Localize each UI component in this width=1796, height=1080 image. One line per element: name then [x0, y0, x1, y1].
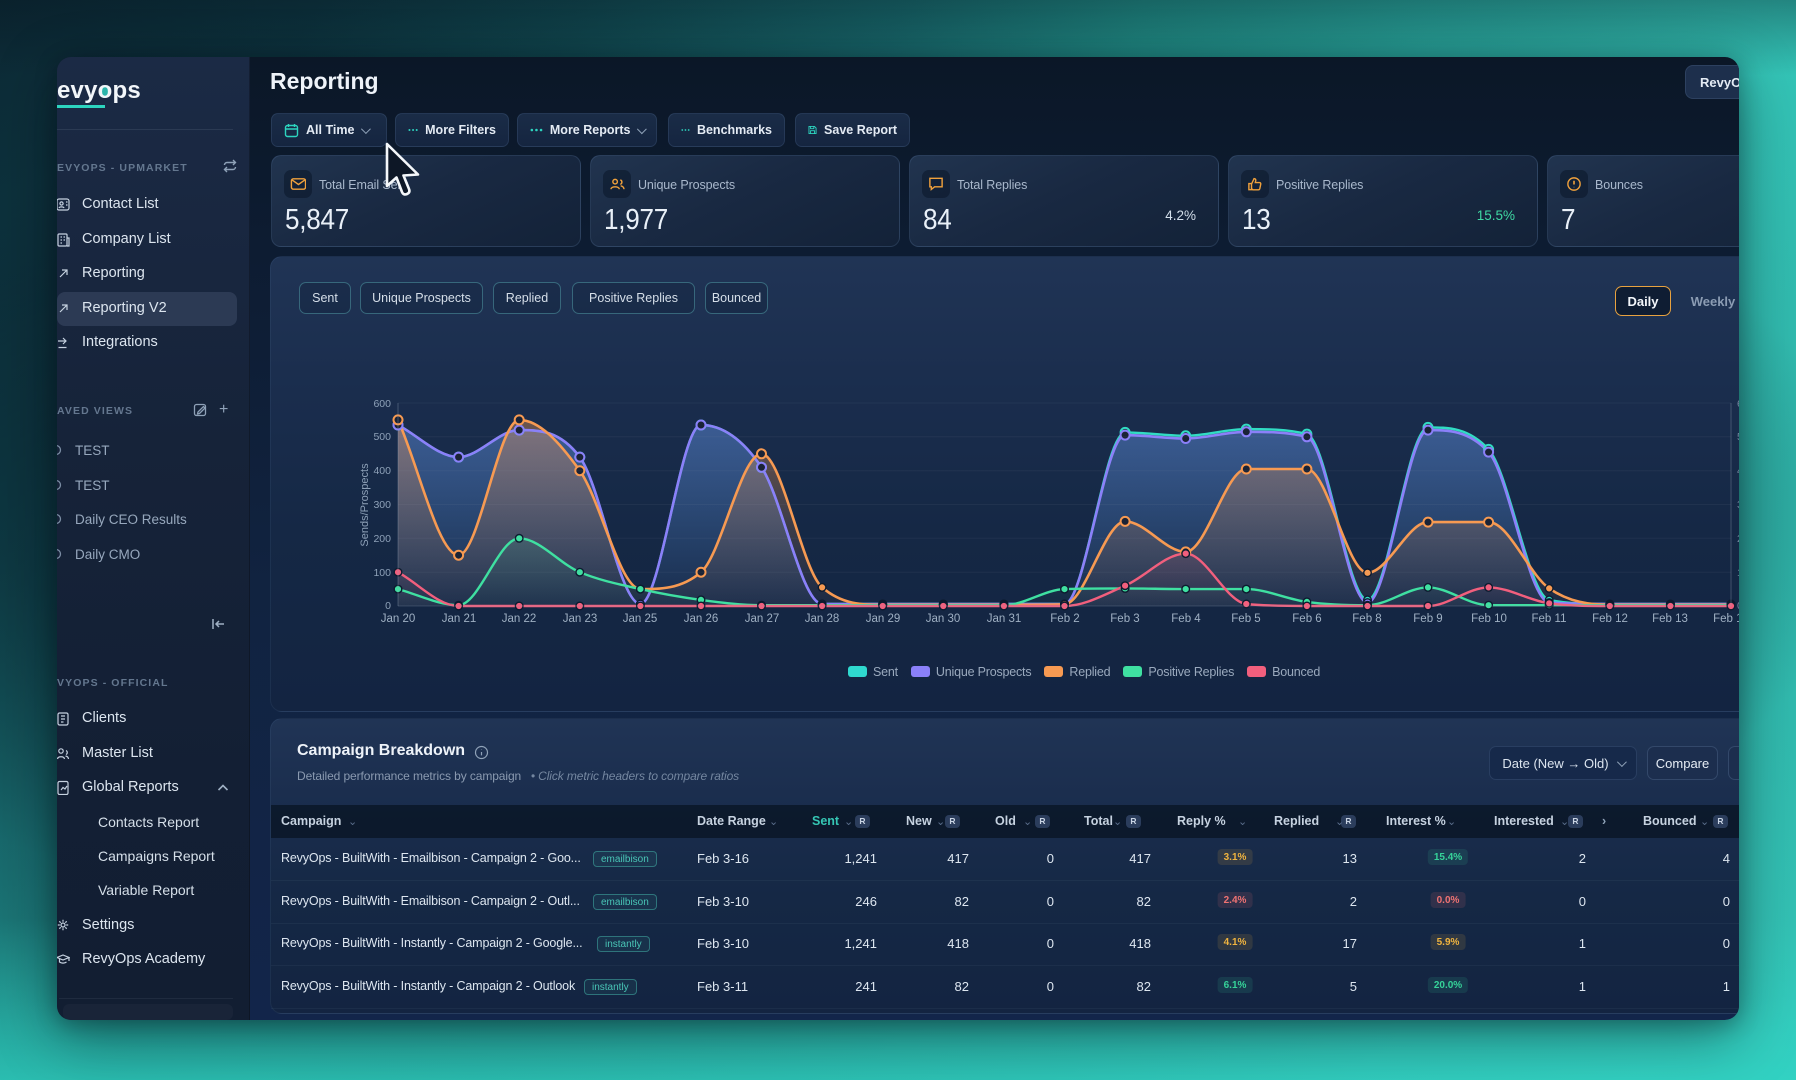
- svg-text:Feb 13: Feb 13: [1652, 613, 1688, 625]
- svg-text:Feb 3: Feb 3: [1110, 613, 1139, 625]
- svg-text:200: 200: [373, 533, 391, 545]
- svg-text:Sends/Prospects: Sends/Prospects: [359, 463, 371, 547]
- svg-text:Feb 11: Feb 11: [1532, 613, 1567, 625]
- svg-text:Feb 2: Feb 2: [1050, 613, 1079, 625]
- svg-text:Feb 4: Feb 4: [1171, 613, 1201, 625]
- svg-text:300: 300: [1737, 499, 1739, 511]
- svg-text:Jan 25: Jan 25: [623, 613, 658, 625]
- svg-text:Feb 12: Feb 12: [1592, 613, 1628, 625]
- svg-text:Feb 9: Feb 9: [1413, 613, 1442, 625]
- svg-text:Jan 31: Jan 31: [987, 613, 1022, 625]
- svg-text:Jan 23: Jan 23: [563, 613, 598, 625]
- svg-text:Jan 21: Jan 21: [442, 613, 477, 625]
- svg-text:600: 600: [373, 398, 391, 410]
- svg-text:400: 400: [1737, 465, 1739, 477]
- svg-text:Feb 6: Feb 6: [1292, 613, 1321, 625]
- svg-text:0: 0: [385, 600, 391, 612]
- svg-text:Jan 26: Jan 26: [684, 613, 719, 625]
- svg-text:600: 600: [1737, 398, 1739, 410]
- svg-text:Jan 28: Jan 28: [805, 613, 840, 625]
- svg-text:Jan 22: Jan 22: [502, 613, 537, 625]
- svg-text:Jan 20: Jan 20: [381, 613, 416, 625]
- svg-text:100: 100: [373, 567, 391, 579]
- svg-text:Feb 5: Feb 5: [1231, 613, 1260, 625]
- svg-text:100: 100: [1737, 567, 1739, 579]
- svg-text:200: 200: [1737, 533, 1739, 545]
- svg-text:Jan 30: Jan 30: [926, 613, 961, 625]
- svg-text:500: 500: [373, 431, 391, 443]
- svg-text:500: 500: [1737, 431, 1739, 443]
- svg-text:Jan 29: Jan 29: [866, 613, 901, 625]
- svg-text:0: 0: [1737, 600, 1739, 612]
- svg-text:Feb 10: Feb 10: [1471, 613, 1507, 625]
- svg-text:Jan 27: Jan 27: [745, 613, 780, 625]
- svg-text:400: 400: [373, 465, 391, 477]
- svg-text:Feb 14: Feb 14: [1713, 613, 1739, 625]
- svg-text:Feb 8: Feb 8: [1352, 613, 1381, 625]
- svg-text:300: 300: [373, 499, 391, 511]
